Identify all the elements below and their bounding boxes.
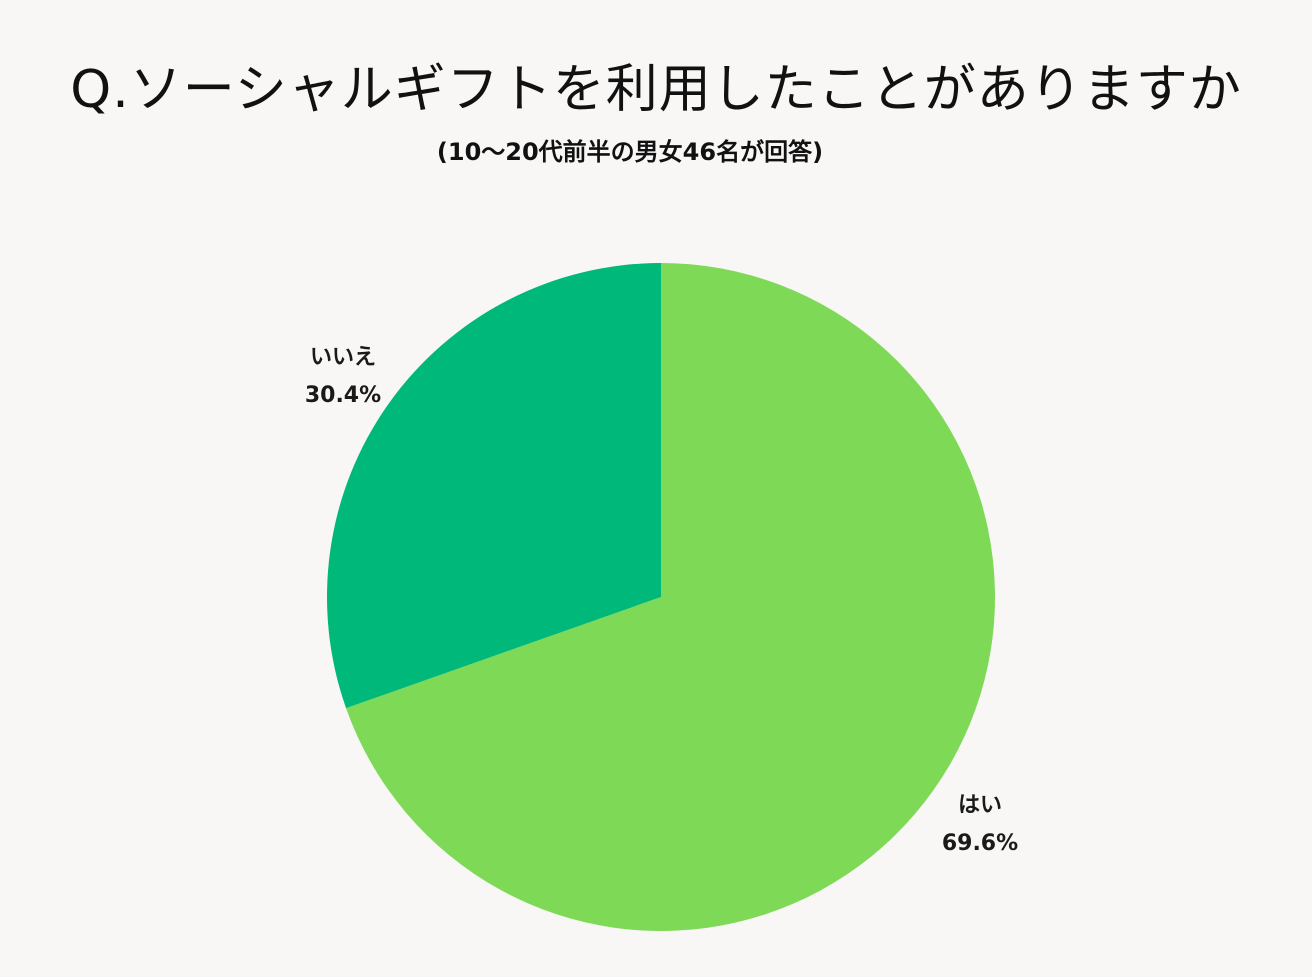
slice-value-no: 30.4% [305, 383, 381, 408]
pie-labels: はい 69.6% いいえ 30.4% [305, 345, 1018, 856]
slice-label-no: いいえ [310, 345, 376, 370]
chart-subtitle: (10～20代前半の男女46名が回答) [436, 138, 824, 166]
slice-label-yes: はい [958, 793, 1002, 818]
pie-slices [326, 263, 995, 932]
slice-value-yes: 69.6% [942, 831, 1018, 856]
chart-title: Q.ソーシャルギフトを利用したことがありますか [70, 60, 1242, 120]
pie-slice-yes [346, 263, 995, 932]
pie-slice-no [326, 263, 661, 709]
